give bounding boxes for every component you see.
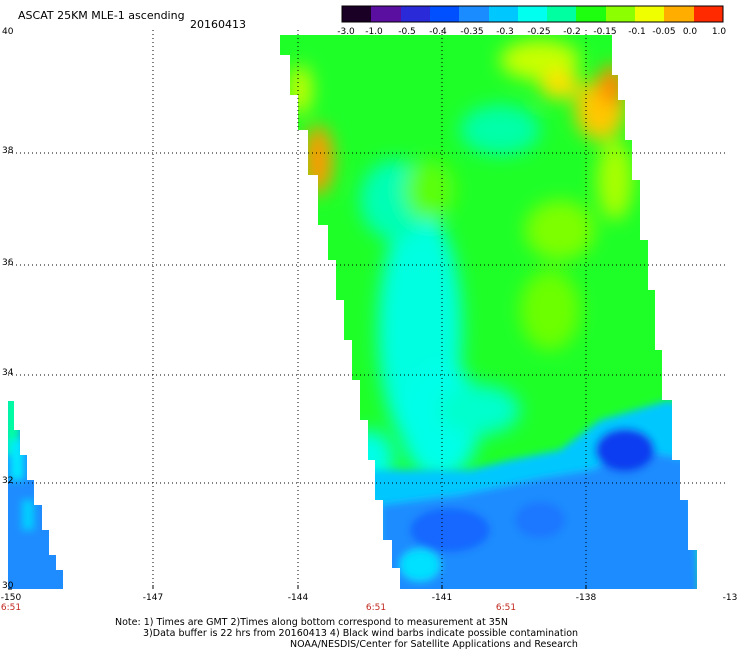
time-label: 6:51 [495, 603, 517, 613]
grid [8, 30, 728, 589]
colorbar-swatch [694, 6, 723, 22]
colorbar [341, 5, 724, 23]
lon-label: -144 [287, 593, 309, 603]
colorbar-swatch [547, 6, 576, 22]
wedge-data [8, 401, 63, 589]
colorbar-label: -1.0 [365, 27, 383, 37]
colorbar-label: -0.2 [563, 27, 581, 37]
axis-ticks [8, 585, 587, 590]
colorbar-swatch [518, 6, 547, 22]
colorbar-label: -3.0 [337, 27, 355, 37]
colorbar-label: -0.4 [429, 27, 447, 37]
plot-date: 20160413 [190, 18, 246, 31]
colorbar-label: -0.5 [398, 27, 416, 37]
colorbar-label: -0.05 [652, 27, 676, 37]
colorbar-swatch [606, 6, 635, 22]
lon-label: -13 [722, 593, 738, 603]
colorbar-label: -0.15 [593, 27, 617, 37]
colorbar-swatch [371, 6, 401, 22]
colorbar-swatch [401, 6, 430, 22]
colorbar-swatch [664, 6, 694, 22]
colorbar-swatch [342, 6, 371, 22]
note-line-1: Note: 1) Times are GMT 2)Times along bot… [115, 617, 508, 628]
swath-data [280, 35, 697, 589]
lon-label: -141 [431, 593, 453, 603]
colorbar-label: -0.25 [527, 27, 551, 37]
colorbar-swatch [635, 6, 664, 22]
lon-label: -150 [0, 593, 22, 603]
colorbar-label: -0.1 [628, 27, 646, 37]
colorbar-label: 1.0 [711, 27, 727, 37]
colorbar-swatch [489, 6, 518, 22]
lat-label: 34 [2, 368, 14, 378]
lat-label: 32 [2, 476, 14, 486]
lon-label: -147 [142, 593, 164, 603]
lat-label: 30 [2, 581, 14, 591]
colorbar-label: -0.3 [496, 27, 514, 37]
colorbar-label: -0.35 [460, 27, 484, 37]
colorbar-swatch [459, 6, 489, 22]
lon-label: -138 [575, 593, 597, 603]
plot-title: ASCAT 25KM MLE-1 ascending [18, 9, 185, 22]
lat-label: 36 [2, 258, 14, 268]
note-line-2: 3)Data buffer is 22 hrs from 20160413 4)… [143, 628, 579, 639]
lat-label: 38 [2, 146, 14, 156]
colorbar-swatch [576, 6, 606, 22]
colorbar-swatch [430, 6, 459, 22]
time-label: 6:51 [0, 603, 22, 613]
note-line-3: NOAA/NESDIS/Center for Satellite Applica… [290, 639, 578, 650]
colorbar-label: 0.0 [682, 27, 698, 37]
lat-label: 40 [2, 27, 14, 37]
time-label: 6:51 [365, 603, 387, 613]
